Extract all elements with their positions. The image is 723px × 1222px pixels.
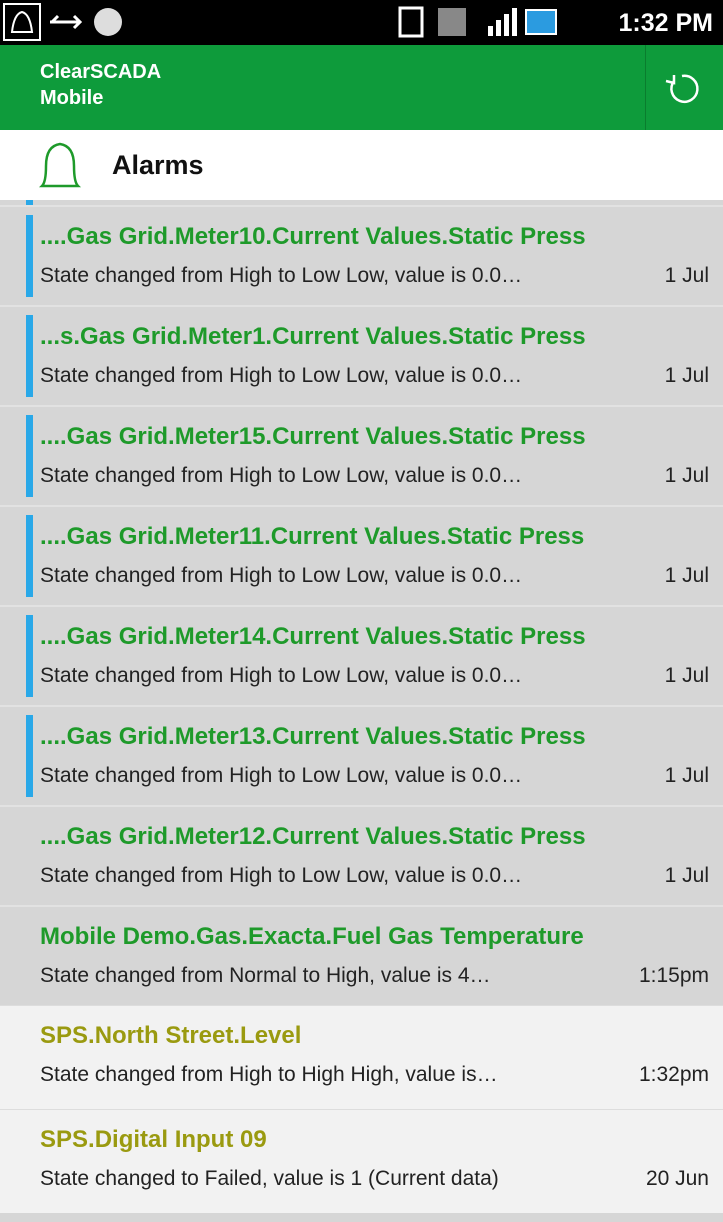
alarm-description: State changed from High to Low Low, valu… [40,664,523,687]
indicator [26,615,33,697]
alarm-description: State changed from High to Low Low, valu… [40,864,523,887]
alarm-description: State changed from High to High High, va… [40,1063,498,1086]
alarm-row[interactable]: ....Gas Grid.Meter11.Current Values.Stat… [0,505,723,605]
bell-icon [38,142,82,188]
indicator [26,515,33,597]
alarm-title: SPS.Digital Input 09 [40,1126,267,1153]
alarm-time: 1 Jul [664,864,709,887]
alarm-description: State changed from High to Low Low, valu… [40,464,523,487]
status-icons-right [398,6,557,38]
alarm-time: 1 Jul [664,664,709,687]
alarm-time: 1 Jul [664,564,709,587]
alarm-row[interactable]: SPS.Digital Input 09 State changed to Fai… [0,1109,723,1213]
alarm-time: 1:32pm [638,1063,709,1086]
alarm-row[interactable]: SPS.North Street.Level State changed from… [0,1005,723,1109]
alarm-title: ....Gas Grid.Meter14.Current Values.Stat… [40,623,586,650]
alarm-time: 1:15pm [638,964,709,987]
status-icons [3,3,122,41]
alarm-title: ....Gas Grid.Meter11.Current Values.Stat… [40,523,585,550]
alarm-row[interactable]: ....Gas Grid.Meter10.Current Values.Stat… [0,205,723,305]
alarm-description: State changed to Failed, value is 1 (Cur… [40,1167,499,1190]
alarm-title: ...s.Gas Grid.Meter1.Current Values.Stat… [40,323,586,350]
app-bar: ClearSCADA Mobile [0,45,723,130]
alarm-time: 1 Jul [664,264,709,287]
section-header: Alarms [0,130,723,200]
status-bar: 1:32 PM [0,0,723,45]
alarm-list: ....Gas Grid.Meter10.Current Values.Stat… [0,205,723,1213]
alarm-title: ....Gas Grid.Meter12.Current Values.Stat… [40,823,586,850]
alarm-description: State changed from High to Low Low, valu… [40,364,523,387]
alarm-row[interactable]: ....Gas Grid.Meter14.Current Values.Stat… [0,605,723,705]
alarm-title: Mobile Demo.Gas.Exacta.Fuel Gas Temperat… [40,923,584,950]
indicator [26,415,33,497]
clock: 1:32 PM [618,9,713,37]
alarm-description: State changed from Normal to High, value… [40,964,491,987]
divider [645,45,646,130]
alarm-row[interactable]: ....Gas Grid.Meter13.Current Values.Stat… [0,705,723,805]
alarm-title: ....Gas Grid.Meter10.Current Values.Stat… [40,223,586,250]
alarm-row[interactable]: ....Gas Grid.Meter12.Current Values.Stat… [0,805,723,905]
app-title: Mobile [40,87,104,109]
alarm-time: 1 Jul [664,364,709,387]
indicator [26,315,33,397]
alarm-time: 20 Jun [645,1167,709,1190]
section-title: Alarms [112,150,204,180]
alarm-row[interactable]: ....Gas Grid.Meter15.Current Values.Stat… [0,405,723,505]
indicator [26,715,33,797]
alarm-time: 1 Jul [664,764,709,787]
alarm-title: ....Gas Grid.Meter15.Current Values.Stat… [40,423,586,450]
app-title: ClearSCADA [40,61,162,83]
indicator [26,215,33,297]
alarm-row[interactable]: Mobile Demo.Gas.Exacta.Fuel Gas Temperat… [0,905,723,1005]
alarm-title: ....Gas Grid.Meter13.Current Values.Stat… [40,723,586,750]
alarm-description: State changed from High to Low Low, valu… [40,764,523,787]
alarm-description: State changed from High to Low Low, valu… [40,564,523,587]
alarm-title: SPS.North Street.Level [40,1022,302,1049]
refresh-button[interactable] [646,45,723,130]
alarm-time: 1 Jul [664,464,709,487]
indicator [26,200,33,205]
alarm-description: State changed from High to Low Low, valu… [40,264,523,287]
alarm-row[interactable]: ...s.Gas Grid.Meter1.Current Values.Stat… [0,305,723,405]
